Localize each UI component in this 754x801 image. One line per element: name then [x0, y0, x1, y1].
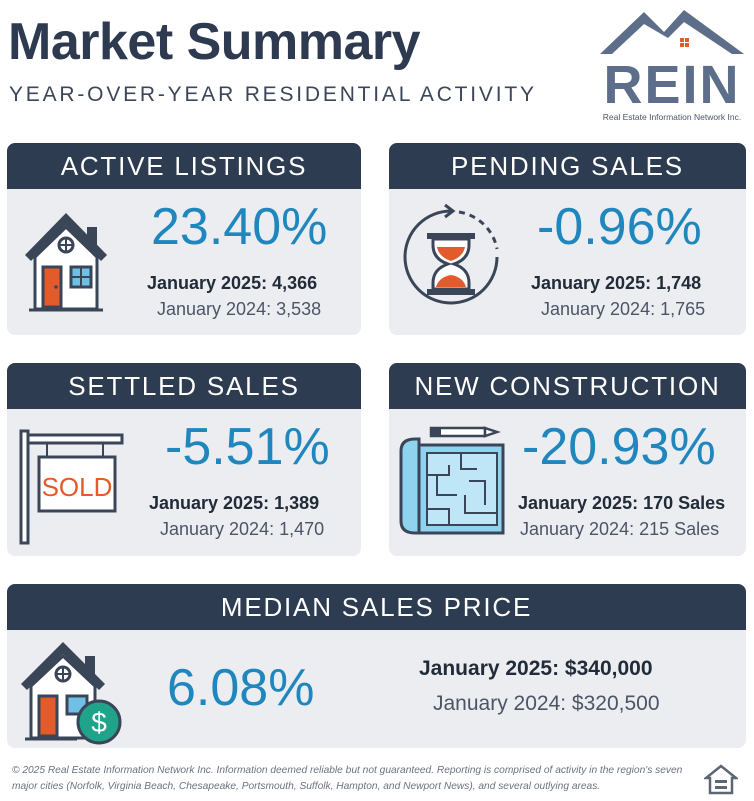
equal-housing-opportunity-icon	[704, 764, 738, 795]
sold-sign-text: SOLD	[42, 472, 113, 502]
logo-roof-icon	[600, 10, 744, 54]
footer-disclaimer: © 2025 Real Estate Information Network I…	[12, 765, 683, 792]
rein-logo: REIN Real Estate Information Network Inc…	[598, 6, 746, 124]
house-icon	[25, 213, 107, 312]
percent-change: -0.96%	[537, 198, 702, 256]
card-title: NEW CONSTRUCTION	[389, 363, 746, 409]
percent-change: -5.51%	[165, 418, 330, 476]
current-value: January 2025: 1,389	[149, 493, 320, 513]
pending-sales-card: PENDING SALES -0.96% January 2025: 1,748…	[389, 143, 746, 335]
settled-sales-card: SETTLED SALES SOLD -5.51% January 2025: …	[7, 363, 361, 556]
percent-change: 6.08%	[167, 659, 315, 717]
current-value: January 2025: 4,366	[147, 273, 318, 293]
current-value: January 2025: $340,000	[419, 657, 653, 680]
active-listings-card: ACTIVE LISTINGS 23.40% January 2025: 4,3…	[7, 143, 361, 335]
hourglass-icon	[403, 203, 499, 305]
previous-value: January 2024: 1,765	[541, 299, 706, 319]
median-sales-price-card: MEDIAN SALES PRICE $ 6.08% January 2025:…	[7, 584, 746, 748]
card-title: ACTIVE LISTINGS	[7, 143, 361, 189]
blueprint-icon	[399, 426, 505, 535]
current-value: January 2025: 1,748	[531, 273, 702, 293]
logo-tagline: Real Estate Information Network Inc.	[602, 112, 742, 122]
percent-change: 23.40%	[151, 198, 328, 256]
previous-value: January 2024: 1,470	[160, 519, 325, 539]
sold-sign-icon: SOLD	[19, 429, 124, 545]
card-title: SETTLED SALES	[7, 363, 361, 409]
new-construction-card: NEW CONSTRUCTION -20.93% January 2025: 1…	[389, 363, 746, 556]
previous-value: January 2024: 215 Sales	[520, 519, 720, 539]
logo-wordmark: REIN	[603, 55, 741, 115]
card-title: PENDING SALES	[389, 143, 746, 189]
previous-value: January 2024: 3,538	[157, 299, 322, 319]
page-subtitle: YEAR-OVER-YEAR RESIDENTIAL ACTIVITY	[9, 83, 537, 106]
card-title: MEDIAN SALES PRICE	[7, 584, 746, 630]
page-title: Market Summary	[8, 13, 421, 71]
house-dollar-icon: $	[21, 642, 122, 745]
current-value: January 2025: 170 Sales	[518, 493, 726, 513]
percent-change: -20.93%	[522, 418, 716, 476]
dollar-symbol: $	[91, 707, 107, 738]
previous-value: January 2024: $320,500	[433, 692, 660, 715]
